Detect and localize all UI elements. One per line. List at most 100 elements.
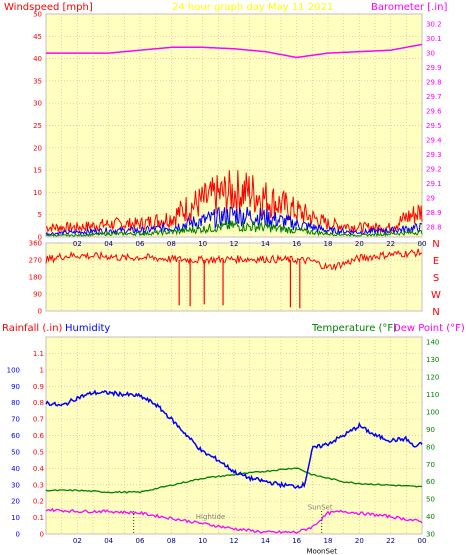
chart-title: 24 hour graph day May 11 2021 — [172, 2, 333, 13]
dewpoint-line — [45, 507, 423, 534]
humidity-x-tick-label: 20 — [355, 537, 364, 545]
temperature-tick-label: 60 — [426, 478, 435, 486]
barometer-tick-label: 30.1 — [426, 35, 442, 43]
wind-x-tick-label: 08 — [167, 240, 176, 248]
barometer-line — [46, 43, 423, 59]
rain-tick-label: 0.8 — [33, 399, 44, 407]
rain-tick-label: 0.4 — [33, 465, 45, 473]
wind-x-tick-label: 00 — [418, 240, 427, 248]
humidity-tick-label: 60 — [11, 432, 20, 440]
temperature-tick-label: 40 — [426, 513, 435, 521]
humidity-tick-label: 80 — [11, 399, 20, 407]
direction-tick-label: 360 — [29, 240, 42, 248]
rain-tick-label: 0.2 — [33, 498, 44, 506]
temperature-tick-label: 140 — [426, 339, 439, 347]
wind-x-tick-label: 06 — [136, 240, 145, 248]
temperature-tick-label: 30 — [426, 531, 435, 539]
humidity-x-tick-label: 22 — [386, 537, 395, 545]
rain-tick-label: 0.6 — [33, 432, 45, 440]
humidity-tick-label: 10 — [11, 514, 20, 522]
rain-tick-label: 0.1 — [33, 514, 44, 522]
wind-x-tick-label: 02 — [73, 240, 82, 248]
humidity-x-tick-label: 18 — [324, 537, 333, 545]
event-annotation: MoonSet — [306, 548, 337, 555]
wind-x-tick-label: 18 — [324, 240, 333, 248]
temperature-tick-label: 70 — [426, 461, 435, 469]
wind-x-tick-label: 12 — [230, 240, 239, 248]
rain-tick-label: 0.3 — [33, 481, 44, 489]
temperature-axis-title: Temperature (°F) — [311, 323, 397, 334]
barometer-tick-label: 29.5 — [426, 122, 442, 130]
wind-tick-label: 15 — [33, 167, 42, 175]
wind-tick-label: 50 — [33, 11, 42, 19]
compass-label: E — [433, 256, 439, 267]
wind-x-tick-label: 16 — [292, 240, 301, 248]
direction-tick-label: 0 — [38, 308, 42, 316]
barometer-tick-label: 29.9 — [426, 64, 442, 72]
rain-axis-title: Rainfall (.in) — [2, 323, 63, 334]
barometer-tick-label: 29.7 — [426, 93, 442, 101]
wind-tick-label: 20 — [33, 144, 42, 152]
compass-label: N — [432, 239, 439, 250]
compass-label: N — [432, 307, 439, 318]
dewpoint-axis-title: Dew Point (°F) — [393, 323, 465, 334]
humidity-x-tick-label: 04 — [104, 537, 113, 545]
wind-tick-label: 25 — [33, 122, 42, 130]
humidity-x-tick-label: 14 — [261, 537, 270, 545]
humidity-tick-label: 70 — [11, 416, 20, 424]
event-annotation: SunSet — [308, 503, 333, 511]
rain-tick-label: 0.5 — [33, 448, 44, 456]
humidity-x-tick-label: 16 — [292, 537, 301, 545]
barometer-tick-label: 28.9 — [426, 209, 442, 217]
temperature-tick-label: 110 — [426, 391, 439, 399]
barometer-axis-title: Barometer [.in] — [371, 2, 447, 13]
direction-tick-label: 90 — [33, 291, 42, 299]
barometer-tick-label: 30 — [426, 50, 435, 58]
panel-humidity-bg — [45, 336, 423, 535]
humidity-x-tick-label: 02 — [73, 537, 82, 545]
barometer-tick-label: 29.1 — [426, 180, 442, 188]
barometer-tick-label: 29.2 — [426, 165, 442, 173]
direction-tick-label: 270 — [29, 257, 42, 265]
humidity-x-tick-label: 08 — [167, 537, 176, 545]
temperature-tick-label: 90 — [426, 426, 435, 434]
wind-tick-label: 5 — [38, 211, 42, 219]
humidity-axis-title: Humidity — [65, 323, 110, 334]
temperature-tick-label: 80 — [426, 443, 435, 451]
compass-label: W — [431, 290, 441, 301]
wind-tick-label: 45 — [33, 33, 42, 41]
rain-tick-label: 1.1 — [33, 350, 44, 358]
barometer-tick-label: 30.2 — [426, 21, 442, 29]
humidity-tick-label: 0 — [16, 531, 20, 539]
rain-tick-label: 0.9 — [33, 383, 44, 391]
temperature-tick-label: 130 — [426, 356, 439, 364]
wind-tick-label: 0 — [38, 234, 42, 242]
humidity-tick-label: 90 — [11, 383, 20, 391]
barometer-tick-label: 28.8 — [426, 223, 442, 231]
temperature-line — [45, 467, 423, 494]
barometer-tick-label: 29 — [426, 194, 435, 202]
humidity-tick-label: 30 — [11, 481, 20, 489]
humidity-tick-label: 40 — [11, 465, 20, 473]
rain-tick-label: 0 — [40, 531, 44, 539]
temperature-tick-label: 120 — [426, 374, 439, 382]
barometer-tick-label: 29.4 — [426, 136, 442, 144]
temperature-tick-label: 100 — [426, 408, 439, 416]
wind-tick-label: 35 — [33, 77, 42, 85]
humidity-tick-label: 20 — [11, 498, 20, 506]
windspeed-line — [45, 219, 423, 238]
humidity-x-tick-label: 12 — [230, 537, 239, 545]
humidity-tick-label: 100 — [7, 366, 20, 374]
humidity-x-tick-label: 10 — [198, 537, 207, 545]
wind-tick-label: 30 — [33, 100, 42, 108]
wind-axis-title: Windspeed [mph] — [4, 2, 93, 13]
barometer-tick-label: 29.6 — [426, 108, 442, 116]
direction-tick-label: 180 — [29, 274, 42, 282]
temperature-tick-label: 50 — [426, 496, 435, 504]
wind-tick-label: 40 — [33, 55, 42, 63]
rain-tick-label: 1 — [40, 366, 44, 374]
wind-x-tick-label: 14 — [261, 240, 270, 248]
humidity-tick-label: 50 — [11, 448, 20, 456]
barometer-tick-label: 29.3 — [426, 151, 442, 159]
